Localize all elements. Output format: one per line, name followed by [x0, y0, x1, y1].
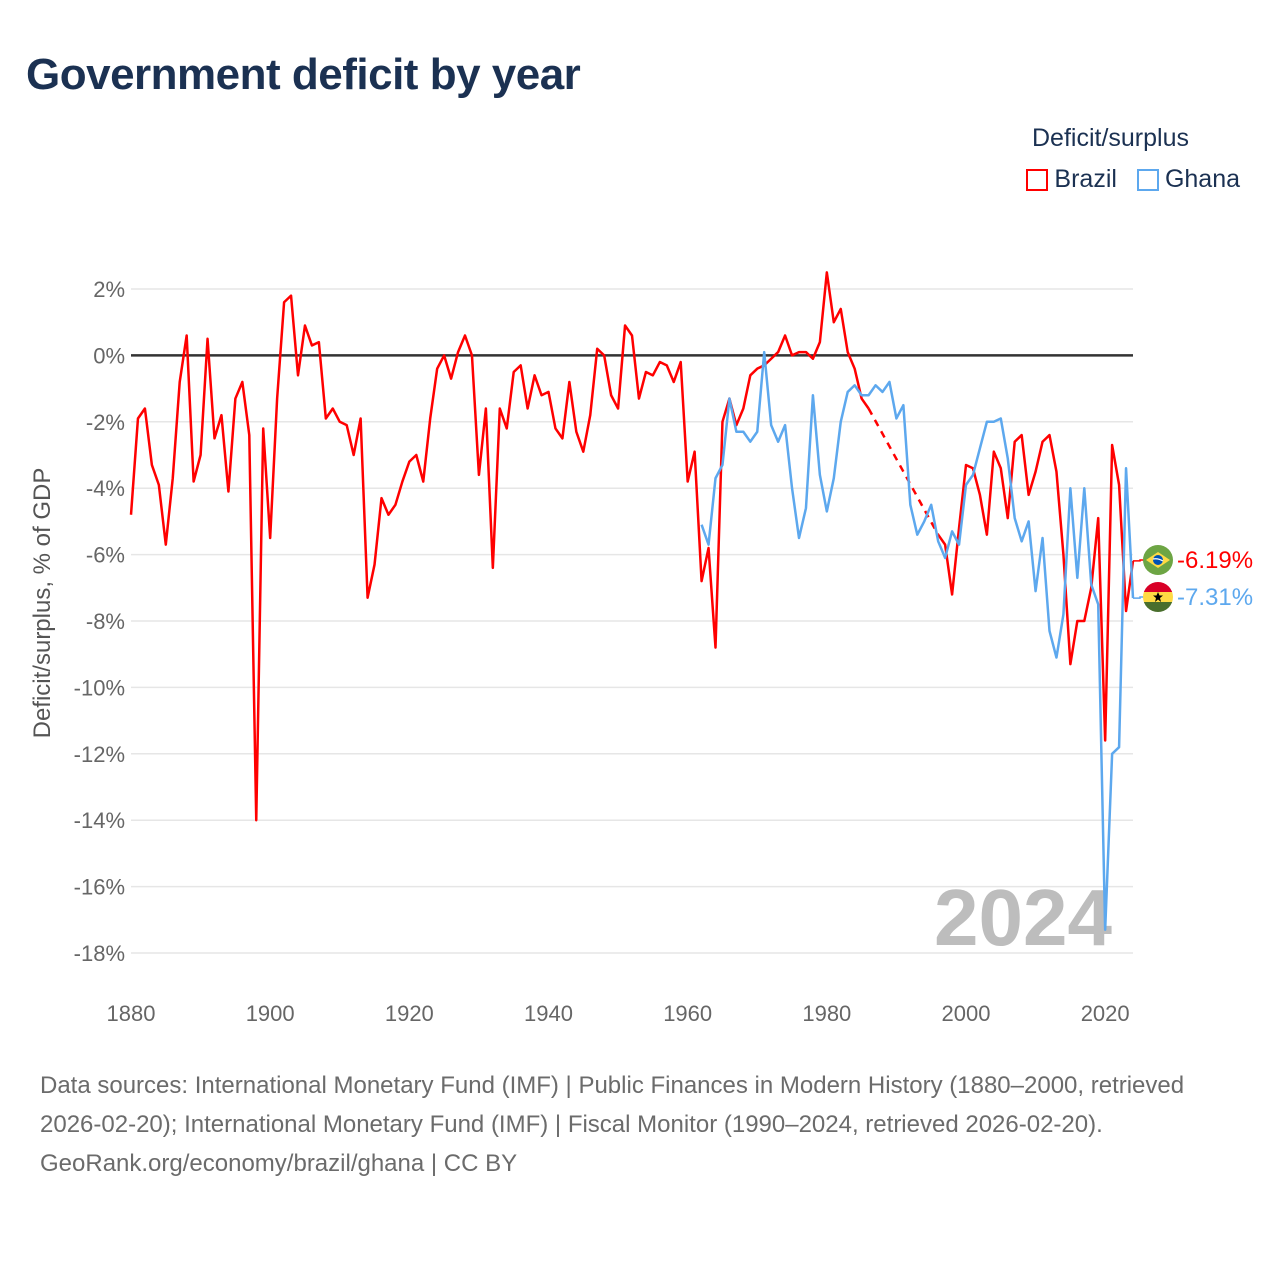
y-tick-label: -4% [86, 476, 125, 501]
x-tick-label: 1880 [107, 1001, 156, 1026]
legend-title: Deficit/surplus [1032, 124, 1189, 152]
legend-swatch-ghana [1136, 168, 1159, 191]
legend-item-ghana[interactable]: Ghana [1136, 165, 1240, 194]
series-lines [129, 271, 1135, 932]
chart-title: Government deficit by year [26, 50, 581, 99]
x-tick-label: 2020 [1081, 1001, 1130, 1026]
x-tick-label: 1900 [246, 1001, 295, 1026]
y-tick-label: 2% [93, 277, 125, 302]
x-tick-label: 1980 [802, 1001, 851, 1026]
x-tick-label: 1940 [524, 1001, 573, 1026]
y-tick-label: -6% [86, 543, 125, 568]
y-tick-label: -2% [86, 410, 125, 435]
legend-item-brazil[interactable]: Brazil [1026, 165, 1117, 194]
legend: Brazil Ghana [1026, 165, 1240, 194]
end-labels: -6.19% -7.31% [1133, 545, 1253, 612]
ghana-flag-icon [1143, 582, 1173, 612]
x-axis-ticks: 1880 1900 1920 1940 1960 1980 2000 2020 [107, 1001, 1130, 1026]
y-tick-label: -16% [74, 875, 125, 900]
y-tick-label: -10% [74, 675, 125, 700]
ghana-end-value: -7.31% [1177, 584, 1253, 611]
current-year-watermark: 2024 [934, 873, 1112, 962]
x-tick-label: 1920 [385, 1001, 434, 1026]
y-tick-label: -12% [74, 742, 125, 767]
line-chart: 2% 0% -2% -4% -6% -8% -10% -12% -14% -16% -18% 188… [29, 271, 1253, 1026]
data-sources: Data sources: International Monetary Fun… [40, 1072, 1185, 1138]
credit-link[interactable]: GeoRank.org/economy/brazil/ghana | CC BY [40, 1150, 518, 1177]
gridlines [131, 288, 1133, 954]
legend-label-brazil: Brazil [1054, 165, 1117, 193]
y-axis-label: Deficit/surplus, % of GDP [29, 468, 56, 739]
brazil-line [129, 271, 870, 822]
x-tick-label: 1960 [663, 1001, 712, 1026]
ghana-line [700, 350, 1135, 932]
brazil-flag-icon [1143, 545, 1173, 575]
y-tick-label: -18% [74, 941, 125, 966]
ghana-label-connector [1133, 596, 1145, 599]
legend-swatch-brazil [1026, 168, 1049, 191]
brazil-label-connector [1133, 559, 1145, 562]
brazil-end-value: -6.19% [1177, 547, 1253, 574]
y-tick-label: -14% [74, 808, 125, 833]
x-tick-label: 2000 [942, 1001, 991, 1026]
brazil-line [937, 433, 1135, 742]
y-axis-ticks: 2% 0% -2% -4% -6% -8% -10% -12% -14% -16% -18% [74, 277, 125, 966]
legend-label-ghana: Ghana [1164, 165, 1240, 193]
y-tick-label: 0% [93, 343, 125, 368]
y-tick-label: -8% [86, 609, 125, 634]
footer: Data sources: International Monetary Fun… [40, 1066, 1240, 1183]
